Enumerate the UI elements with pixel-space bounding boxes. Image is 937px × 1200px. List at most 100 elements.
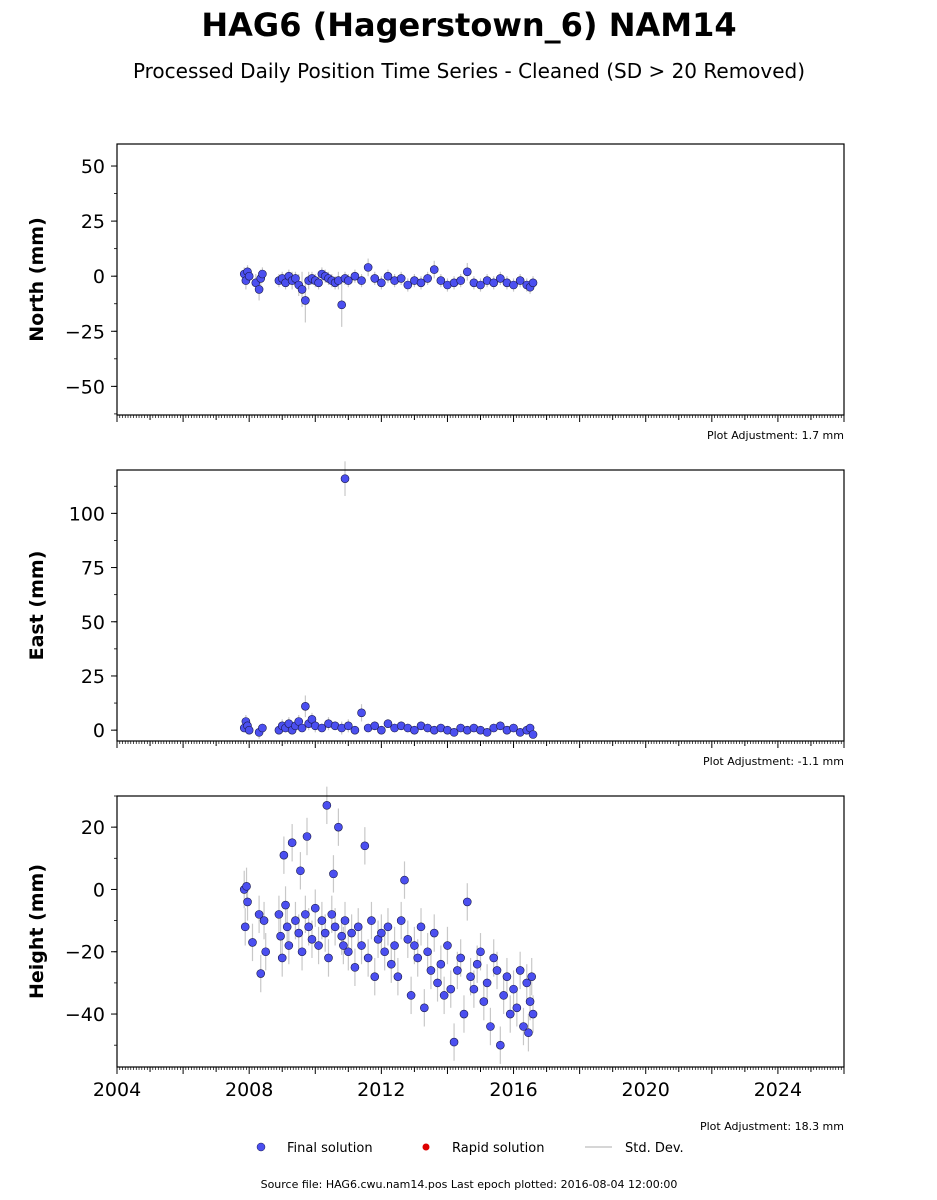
data-point [347, 928, 356, 938]
data-point [472, 959, 482, 969]
data-point [396, 274, 406, 283]
y-tick-label: 100 [69, 503, 105, 525]
data-point [284, 941, 294, 950]
data-point [469, 984, 479, 994]
data-point [429, 265, 439, 274]
data-point [482, 728, 492, 737]
data-point [357, 941, 366, 950]
data-point [528, 730, 538, 739]
x-tick-label: 2024 [754, 1079, 802, 1101]
data-point [436, 276, 446, 285]
data-point [509, 984, 518, 994]
data-point [294, 928, 304, 938]
data-point [525, 997, 535, 1006]
y-axis-label: East (mm) [26, 551, 48, 661]
y-tick-label: 50 [81, 156, 105, 178]
y-tick-label: 25 [81, 211, 105, 233]
data-point [244, 271, 254, 281]
y-tick-label: 20 [81, 817, 105, 839]
x-tick-label: 2016 [489, 1079, 537, 1101]
legend-rapid-label: Rapid solution [452, 1141, 544, 1156]
panels: 50 25 0 −25 −50 North (mm) Plot Adjustment: 1.… [26, 143, 845, 1133]
data-point [317, 916, 327, 925]
data-point [259, 916, 269, 925]
data-point [509, 280, 518, 290]
y-tick-label: −25 [65, 321, 105, 343]
data-point [439, 991, 449, 1000]
data-point [403, 280, 413, 290]
data-point [301, 296, 310, 305]
data-point [410, 725, 419, 735]
data-point [310, 903, 320, 913]
data-point [383, 922, 393, 932]
panel-3: 20 0 −20 −40 2004 2008 2012 2016 2020 2024 Height … [26, 786, 845, 1133]
data-point [433, 978, 442, 988]
legend-std-label: Std. Dev. [625, 1141, 684, 1156]
data-point [344, 947, 353, 957]
data-point [416, 278, 426, 288]
data-point [426, 966, 436, 975]
y-tick-label: 0 [93, 266, 105, 288]
data-point [496, 721, 505, 731]
data-point [423, 274, 432, 283]
data-point [357, 708, 366, 718]
data-point [476, 280, 485, 290]
data-point [515, 966, 525, 975]
data-point [344, 721, 353, 731]
chart-title: HAG6 (Hagerstown_6) NAM14 [201, 6, 736, 44]
data-point [456, 276, 465, 285]
data-point [446, 984, 456, 994]
y-tick-label: −40 [65, 1004, 105, 1026]
data-point [277, 953, 287, 963]
data-point [509, 723, 518, 733]
y-axis-label: North (mm) [26, 217, 48, 342]
y-tick-label: 25 [81, 666, 105, 688]
panel-1: 50 25 0 −25 −50 North (mm) Plot Adjustment: 1.… [26, 143, 845, 442]
y-tick-label: −20 [65, 942, 105, 964]
data-point [528, 278, 538, 288]
y-tick-label: 75 [81, 558, 105, 580]
data-point [479, 997, 489, 1006]
data-point [344, 276, 353, 285]
plot-adjustment-label: Plot Adjustment: -1.1 mm [703, 755, 844, 768]
data-point [489, 953, 499, 963]
x-tick-label: 2004 [93, 1079, 141, 1101]
data-point [240, 922, 250, 932]
data-point [393, 972, 403, 981]
data-point [436, 959, 446, 969]
data-point [291, 916, 300, 925]
y-tick-label: 0 [93, 720, 105, 742]
data-point [330, 922, 340, 932]
legend-rapid-marker [422, 1143, 430, 1151]
data-point [339, 941, 348, 950]
data-point [522, 978, 532, 988]
data-point [528, 1009, 538, 1019]
data-point [327, 910, 337, 919]
data-point [512, 1003, 522, 1013]
data-point [301, 702, 310, 711]
data-point [329, 869, 338, 879]
plot-frame [116, 795, 845, 1068]
data-point [386, 959, 396, 969]
data-point [370, 721, 380, 731]
data-point [403, 934, 413, 944]
data-point [492, 966, 502, 975]
data-point [340, 916, 350, 925]
plot-adjustment-label: Plot Adjustment: 18.3 mm [700, 1120, 844, 1133]
data-point [519, 1022, 528, 1031]
data-point [337, 300, 347, 310]
data-point [353, 922, 363, 932]
data-point [282, 922, 292, 932]
data-point [410, 941, 419, 950]
data-point [377, 725, 386, 735]
data-point [296, 866, 305, 876]
x-tick-label: 2008 [225, 1079, 273, 1101]
data-point [242, 882, 251, 891]
y-axis-label: Height (mm) [26, 864, 48, 999]
data-point [314, 941, 323, 950]
y-tick-label: 50 [81, 612, 105, 634]
data-point [502, 972, 512, 981]
y-tick-label: −50 [65, 376, 105, 398]
legend-final-label: Final solution [287, 1141, 373, 1156]
